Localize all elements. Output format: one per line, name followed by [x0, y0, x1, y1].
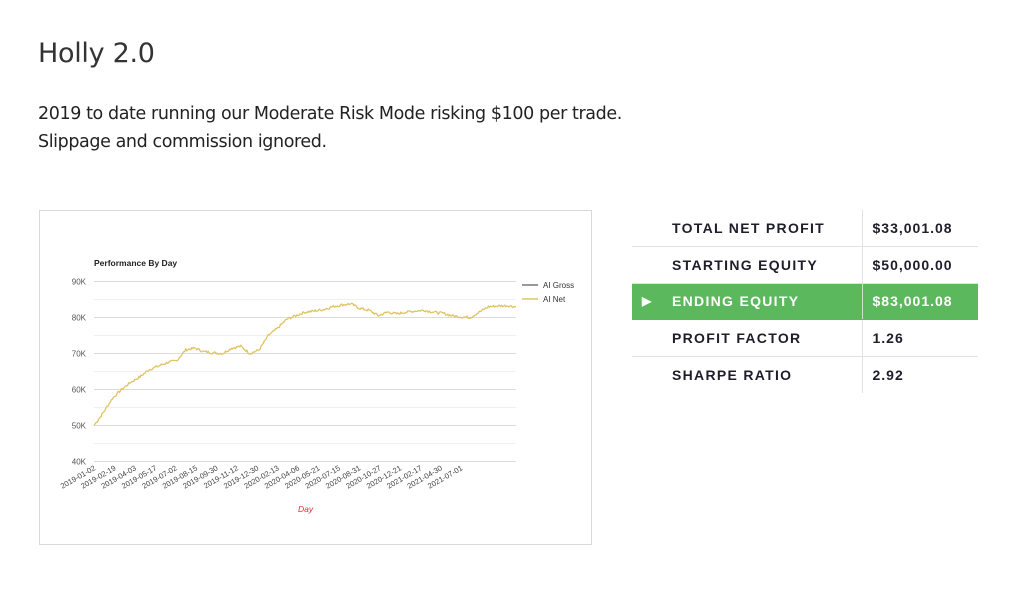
- row-marker-icon: [632, 319, 670, 357]
- x-axis-ticks: 2019-01-022019-02-192019-04-032019-05-17…: [59, 463, 464, 490]
- page-title: Holly 2.0: [38, 38, 155, 69]
- y-axis-ticks: 40K 50K 60K 70K 80K 90K: [72, 278, 87, 467]
- stats-row-sharpe-ratio: SHARPE RATIO 2.92: [632, 356, 978, 393]
- y-tick-label: 50K: [72, 422, 87, 431]
- stat-value: $33,001.08: [861, 210, 978, 248]
- intro-line-1: 2019 to date running our Moderate Risk M…: [38, 104, 622, 124]
- row-marker-icon: [632, 210, 670, 248]
- chart-gridlines: [94, 281, 516, 462]
- stats-table: TOTAL NET PROFIT $33,001.08 STARTING EQUIT…: [632, 210, 978, 393]
- stats-row-profit-factor: PROFIT FACTOR 1.26: [632, 319, 978, 357]
- stat-value: $50,000.00: [861, 246, 978, 284]
- y-tick-label: 60K: [72, 386, 87, 395]
- stat-label: STARTING EQUITY: [670, 246, 862, 284]
- ai-net-line: [93, 302, 516, 426]
- y-tick-label: 90K: [72, 278, 87, 287]
- stat-label: ENDING EQUITY: [670, 283, 862, 321]
- stats-row-ending-equity: ▶ ENDING EQUITY $83,001.08: [632, 283, 978, 321]
- performance-chart: Performance By Day 40K 50K 60K 70K 80K 90K 20…: [39, 210, 592, 545]
- y-tick-label: 70K: [72, 350, 87, 359]
- y-tick-label: 80K: [72, 314, 87, 323]
- stat-value: 2.92: [861, 356, 978, 393]
- row-marker-icon: [632, 356, 670, 393]
- x-axis-title: Day: [298, 504, 314, 514]
- chart-canvas: Performance By Day 40K 50K 60K 70K 80K 90K 20…: [59, 258, 574, 514]
- intro-text: 2019 to date running our Moderate Risk M…: [38, 100, 622, 156]
- row-marker-icon: [632, 246, 670, 284]
- chart-title: Performance By Day: [94, 258, 177, 268]
- stats-row-total-net-profit: TOTAL NET PROFIT $33,001.08: [632, 210, 978, 248]
- y-tick-label: 40K: [72, 458, 87, 467]
- intro-line-2: Slippage and commission ignored.: [38, 132, 327, 152]
- chart-legend[interactable]: AI Gross AI Net: [522, 281, 574, 304]
- stat-label: PROFIT FACTOR: [670, 319, 862, 357]
- stat-value: 1.26: [861, 319, 978, 357]
- stat-label: SHARPE RATIO: [672, 366, 793, 383]
- stats-row-starting-equity: STARTING EQUITY $50,000.00: [632, 246, 978, 284]
- stat-value: $83,001.08: [861, 283, 978, 321]
- legend-label-ai-gross[interactable]: AI Gross: [543, 281, 574, 290]
- legend-label-ai-net[interactable]: AI Net: [543, 295, 566, 304]
- row-marker-icon: ▶: [632, 283, 670, 321]
- stat-label: TOTAL NET PROFIT: [670, 210, 862, 248]
